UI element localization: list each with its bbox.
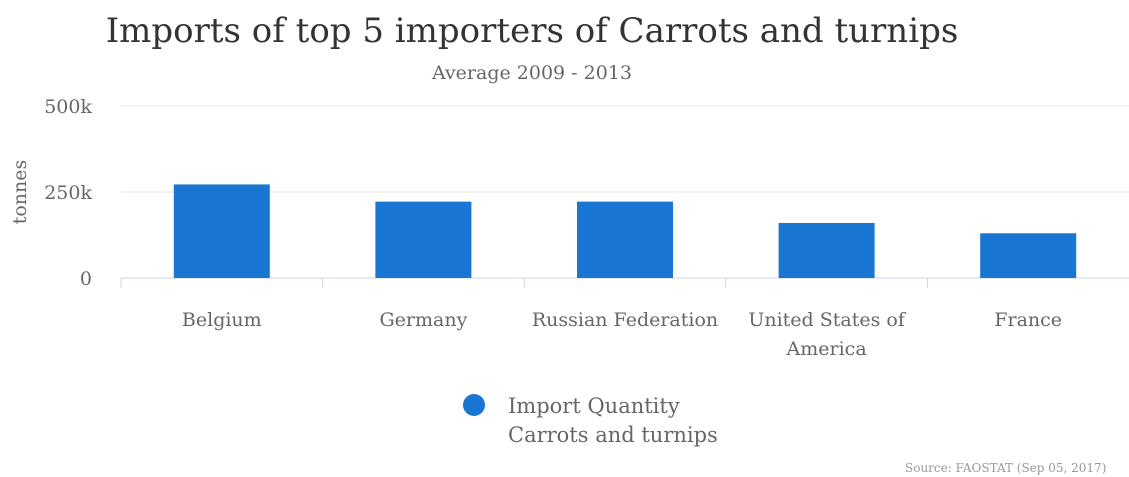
chart-title: Imports of top 5 importers of Carrots an… xyxy=(106,11,959,51)
y-tick-label: 500k xyxy=(44,96,92,118)
y-axis-label: tonnes xyxy=(9,160,31,225)
x-tick-label: Russian Federation xyxy=(532,309,718,331)
bar-germany[interactable] xyxy=(375,201,472,278)
credits[interactable]: Source: FAOSTAT (Sep 05, 2017) xyxy=(905,461,1106,475)
y-tick-label: 0 xyxy=(80,268,92,290)
bar-france[interactable] xyxy=(980,233,1077,278)
x-tick-label: Germany xyxy=(379,309,467,331)
legend-marker[interactable] xyxy=(463,394,485,416)
x-tick-label: Belgium xyxy=(182,309,262,331)
legend-label[interactable]: Import Quantity Carrots and turnips xyxy=(508,394,718,447)
chart-subtitle: Average 2009 - 2013 xyxy=(431,62,632,84)
x-axis: Belgium Germany Russian Federation United S… xyxy=(120,278,1062,360)
bars xyxy=(173,184,1077,278)
legend[interactable]: Import Quantity Carrots and turnips xyxy=(463,394,718,447)
x-tick-label: France xyxy=(994,309,1062,331)
bar-russian-federation[interactable] xyxy=(577,201,673,278)
bar-belgium[interactable] xyxy=(173,184,270,278)
x-tick-label: United States of America xyxy=(748,309,906,360)
bar-united-states-of-america[interactable] xyxy=(778,222,875,278)
y-axis-ticks: 0 250k 500k xyxy=(44,96,92,290)
y-tick-label: 250k xyxy=(44,182,92,204)
